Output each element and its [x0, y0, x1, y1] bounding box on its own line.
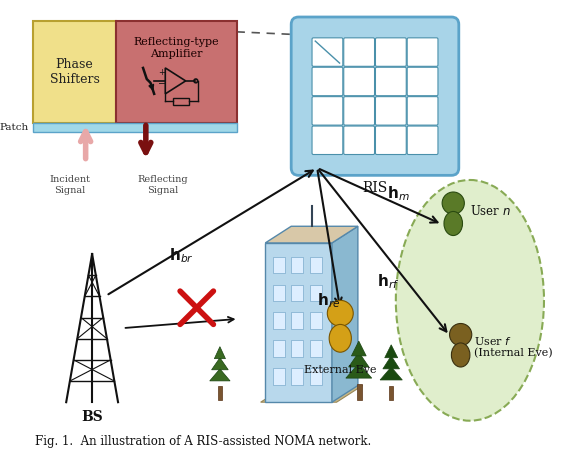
Bar: [291, 312, 303, 329]
Bar: [291, 368, 303, 384]
Bar: [33, 21, 116, 122]
FancyBboxPatch shape: [343, 38, 374, 67]
Polygon shape: [349, 352, 369, 367]
Bar: [357, 383, 362, 401]
Polygon shape: [351, 341, 366, 356]
Text: Incident
Signal: Incident Signal: [50, 176, 90, 195]
Ellipse shape: [444, 212, 462, 236]
Bar: [173, 97, 190, 105]
FancyBboxPatch shape: [407, 126, 438, 154]
Text: $\mathbf{h}_{re}$: $\mathbf{h}_{re}$: [317, 291, 341, 310]
Bar: [272, 340, 285, 357]
Text: Reflecting
Signal: Reflecting Signal: [137, 176, 188, 195]
Polygon shape: [332, 226, 358, 402]
FancyBboxPatch shape: [343, 126, 374, 154]
Text: $\mathbf{h}_{m}$: $\mathbf{h}_{m}$: [386, 184, 409, 203]
Bar: [33, 122, 236, 132]
Bar: [310, 368, 321, 384]
Bar: [291, 257, 303, 274]
Polygon shape: [265, 226, 358, 243]
Text: Reflecting-type
Amplifier: Reflecting-type Amplifier: [134, 37, 219, 59]
Bar: [291, 340, 303, 357]
Polygon shape: [214, 346, 226, 359]
FancyBboxPatch shape: [376, 97, 406, 125]
FancyBboxPatch shape: [376, 38, 406, 67]
FancyBboxPatch shape: [312, 38, 343, 67]
Bar: [116, 21, 236, 122]
FancyBboxPatch shape: [343, 67, 374, 96]
Text: RIS: RIS: [363, 181, 387, 195]
Bar: [272, 257, 285, 274]
Polygon shape: [212, 358, 228, 370]
FancyBboxPatch shape: [376, 126, 406, 154]
Polygon shape: [346, 363, 372, 378]
FancyBboxPatch shape: [291, 17, 459, 176]
Bar: [310, 285, 321, 301]
Text: $\mathbf{h}_{br}$: $\mathbf{h}_{br}$: [169, 247, 193, 265]
Text: User $f$
(Internal Eve): User $f$ (Internal Eve): [474, 334, 552, 359]
Bar: [291, 285, 303, 301]
Bar: [389, 385, 393, 401]
Ellipse shape: [396, 180, 544, 421]
Text: Patch: Patch: [0, 123, 29, 132]
Circle shape: [327, 300, 353, 326]
Bar: [272, 285, 285, 301]
FancyBboxPatch shape: [312, 67, 343, 96]
Bar: [310, 312, 321, 329]
FancyBboxPatch shape: [376, 67, 406, 96]
FancyBboxPatch shape: [407, 97, 438, 125]
Ellipse shape: [451, 343, 470, 367]
Bar: [218, 386, 222, 401]
Text: Fig. 1.  An illustration of A RIS-assisted NOMA network.: Fig. 1. An illustration of A RIS-assiste…: [35, 435, 371, 448]
Polygon shape: [265, 243, 332, 402]
Polygon shape: [383, 356, 399, 369]
Text: Phase
Shifters: Phase Shifters: [50, 58, 99, 85]
Ellipse shape: [329, 324, 351, 352]
Text: BS: BS: [81, 410, 103, 424]
Bar: [272, 312, 285, 329]
Text: $\mathbf{h}_{rf}$: $\mathbf{h}_{rf}$: [377, 273, 400, 291]
Polygon shape: [385, 345, 398, 358]
FancyBboxPatch shape: [407, 38, 438, 67]
Polygon shape: [261, 385, 363, 402]
Bar: [272, 368, 285, 384]
Text: User $n$: User $n$: [470, 204, 511, 218]
FancyBboxPatch shape: [312, 97, 343, 125]
Text: +: +: [158, 68, 165, 77]
Circle shape: [442, 192, 464, 214]
Text: −: −: [157, 79, 166, 89]
Circle shape: [450, 323, 472, 346]
Polygon shape: [210, 369, 230, 381]
FancyBboxPatch shape: [343, 97, 374, 125]
FancyBboxPatch shape: [407, 67, 438, 96]
Polygon shape: [380, 367, 402, 380]
Bar: [310, 340, 321, 357]
FancyBboxPatch shape: [312, 126, 343, 154]
Bar: [310, 257, 321, 274]
Text: External Eve: External Eve: [304, 365, 377, 375]
